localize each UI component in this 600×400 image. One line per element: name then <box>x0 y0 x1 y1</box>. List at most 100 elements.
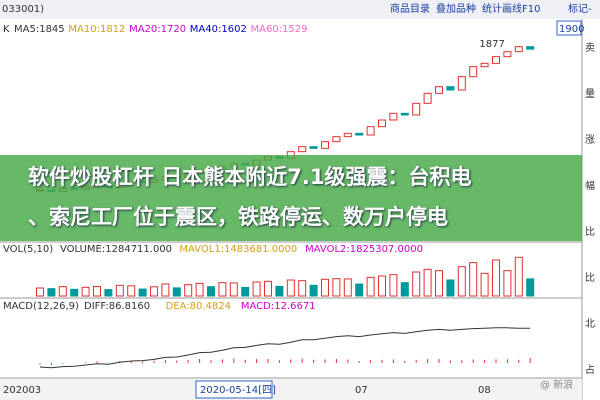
candle <box>321 141 329 149</box>
volume-bar <box>286 279 295 297</box>
volume-bar <box>58 286 67 297</box>
high-label: 1877 <box>479 39 504 50</box>
indicator: MA5:1845 <box>14 24 65 35</box>
toolbar-tab[interactable]: 叠加品种 <box>436 2 476 15</box>
volume-bar <box>275 285 284 297</box>
candle <box>412 102 421 116</box>
candle <box>435 86 443 94</box>
volume-bar <box>81 286 90 297</box>
side-menu-item[interactable]: 卖 <box>585 42 595 54</box>
volume-bar <box>469 262 478 297</box>
indicator: MACD:12.6671 <box>241 301 316 312</box>
side-menu-item[interactable]: 幅 <box>585 179 595 192</box>
volume-bar <box>480 272 489 297</box>
headline-line: 、索尼工厂位于震区，铁路停运、数万户停电 <box>28 205 448 229</box>
volume-bar <box>161 283 170 297</box>
candle <box>457 76 466 91</box>
volume-bar <box>127 285 136 297</box>
toolbar-tab[interactable]: 标记 <box>568 3 588 15</box>
time-label: 08 <box>478 385 491 396</box>
candle <box>366 126 375 136</box>
candle <box>492 56 500 64</box>
axis-bg <box>0 379 582 400</box>
toolbar-bg <box>0 0 600 19</box>
candle <box>514 46 523 53</box>
toolbar-tab[interactable]: 画线 <box>502 2 522 15</box>
indicator: MA10:1812 <box>68 24 125 35</box>
volume-bar <box>503 270 512 297</box>
volume-bar <box>115 284 124 297</box>
panel-label: MACD(12,26,9) <box>3 301 79 312</box>
candle <box>503 51 512 58</box>
time-label: 07 <box>355 385 368 396</box>
volume-bar <box>241 286 250 297</box>
time-label: 202003 <box>3 385 41 396</box>
top-value: 1900 <box>559 24 584 35</box>
date-highlight <box>195 380 273 399</box>
headline-line: 软件炒股杠杆 日本熊本附近7.1级强震：台积电 <box>28 165 472 189</box>
candle <box>343 132 352 138</box>
candle <box>400 112 409 116</box>
volume-bar <box>252 281 261 297</box>
toolbar-tab[interactable]: 商品目录 <box>390 2 430 15</box>
volume-bar <box>457 266 466 297</box>
panel-label: K <box>3 24 10 35</box>
indicator: MAVOL2:1825307.0000 <box>305 244 423 255</box>
side-menu-item[interactable]: 北 <box>585 318 595 330</box>
indicator: VOLUME:1284711.000 <box>60 244 172 255</box>
volume-bar <box>309 284 318 297</box>
diff-line <box>39 327 531 369</box>
toolbar-tab[interactable]: F10 <box>522 4 540 15</box>
volume-bar <box>492 259 500 297</box>
toolbar-tab[interactable]: 统计 <box>482 2 502 15</box>
volume-bar <box>514 256 523 297</box>
volume-bar <box>332 278 341 297</box>
volume-bar <box>298 280 307 297</box>
volume-bar <box>321 278 329 297</box>
side-menu-item[interactable]: 量 <box>585 88 595 100</box>
volume-bar <box>355 283 364 297</box>
volume-bar <box>343 278 352 297</box>
side-menu-item[interactable]: 比 <box>585 272 595 284</box>
code-label: 033001) <box>2 4 44 15</box>
volume-bar <box>184 284 193 297</box>
volume-bar <box>150 286 158 297</box>
indicator: DIFF:86.8160 <box>84 301 150 312</box>
candle <box>332 136 341 143</box>
toolbar-tab[interactable]: - <box>588 4 592 15</box>
panel-label: VOL(5,10) <box>3 244 53 255</box>
side-menu-item[interactable]: 涨 <box>585 134 595 146</box>
side-menu-item[interactable]: 占 <box>585 363 595 376</box>
indicator: MA20:1720 <box>129 24 186 35</box>
volume-bar <box>229 282 238 297</box>
volume-bar <box>47 288 56 297</box>
volume-bar <box>195 282 204 297</box>
side-menu-item[interactable]: 比 <box>585 226 595 238</box>
volume-bar <box>378 275 386 297</box>
candle <box>526 46 535 50</box>
volume-bar <box>389 274 398 297</box>
candle <box>480 62 489 68</box>
volume-bar <box>412 271 421 297</box>
volume-bar <box>264 280 272 297</box>
volume-bar <box>138 288 147 297</box>
volume-bar <box>446 279 455 297</box>
volume-bar <box>218 282 227 297</box>
volume-bar <box>172 287 181 297</box>
volume-bar <box>36 287 44 297</box>
candle <box>469 66 478 78</box>
value-box <box>556 20 582 36</box>
volume-bar <box>104 289 113 297</box>
indicator: MA40:1602 <box>190 24 247 35</box>
candle <box>309 146 318 149</box>
volume-bar <box>366 276 375 297</box>
candle <box>298 146 307 153</box>
candle <box>389 112 398 121</box>
volume-bar <box>207 286 215 297</box>
volume-bar <box>400 282 409 297</box>
volume-bar <box>423 268 432 297</box>
indicator: DEA:80.4824 <box>166 301 231 312</box>
candle <box>446 86 455 91</box>
